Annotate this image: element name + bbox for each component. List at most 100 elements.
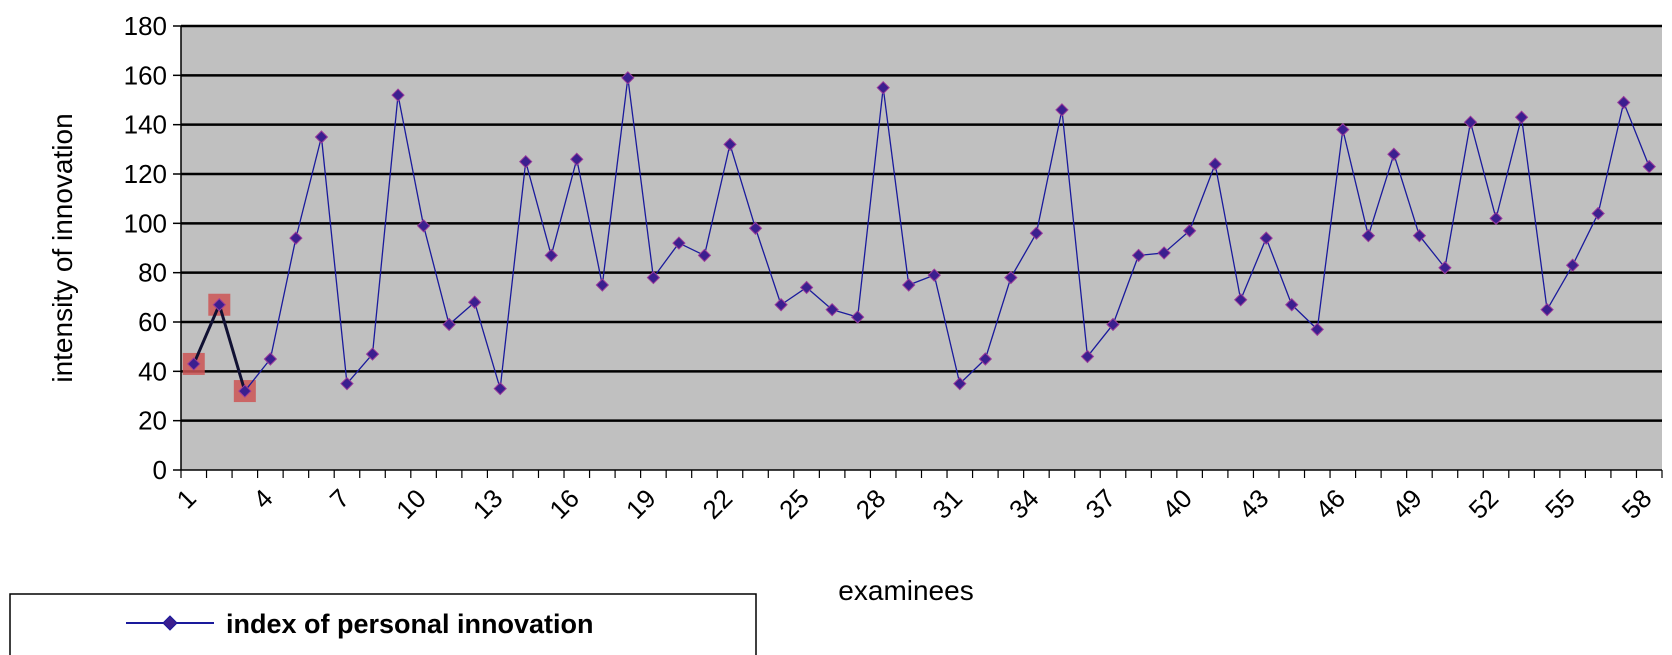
series-segment: [499, 161, 527, 389]
data-point: [1361, 228, 1376, 243]
data-point: [978, 352, 993, 366]
data-point: [902, 278, 916, 292]
data-point: [748, 221, 763, 235]
x-tick-label: 28: [850, 483, 892, 525]
data-point: [416, 219, 431, 233]
y-tick-label: 20: [138, 406, 167, 436]
series-segment: [525, 161, 552, 256]
x-axis-title: examinees: [838, 575, 973, 606]
series-segment: [703, 144, 731, 256]
data-point: [1616, 95, 1631, 110]
series-segment: [192, 304, 221, 365]
x-tick-label: 58: [1616, 483, 1658, 525]
x-tick-label: 16: [543, 483, 585, 525]
series-segment: [397, 94, 425, 226]
series-segment: [371, 95, 399, 355]
y-tick-label: 120: [124, 159, 167, 189]
y-tick-label: 40: [138, 356, 167, 386]
data-point: [238, 384, 252, 398]
data-point: [1004, 270, 1018, 285]
x-tick-label: 34: [1003, 483, 1045, 525]
data-point: [1157, 246, 1171, 260]
data-point: [850, 310, 865, 324]
data-point: [646, 270, 661, 285]
series-segment: [422, 225, 450, 325]
data-point: [774, 298, 788, 312]
series-segment: [1112, 255, 1140, 325]
data-point: [1182, 224, 1197, 238]
series-segment: [1086, 324, 1114, 357]
series-segment: [1265, 237, 1293, 305]
data-point: [1310, 322, 1324, 337]
series-segment: [1572, 213, 1599, 266]
series-segment: [601, 77, 629, 286]
data-point: [1080, 349, 1095, 364]
series-segment: [1163, 230, 1191, 254]
series-segment: [1520, 117, 1548, 310]
series-markers: [187, 71, 1656, 398]
series-segment: [1214, 164, 1242, 300]
gridlines: [181, 24, 1662, 422]
x-tick-label: 55: [1539, 483, 1581, 525]
series-segment: [550, 159, 578, 256]
series-segment: [1444, 122, 1472, 268]
data-point: [263, 352, 278, 366]
series-segment: [1316, 129, 1344, 330]
series-segment: [627, 77, 655, 278]
data-point: [1642, 159, 1656, 174]
data-point: [697, 248, 712, 263]
series-segment: [1240, 237, 1267, 301]
series-segment: [244, 358, 271, 392]
y-tick-label: 180: [124, 11, 167, 41]
data-point: [1412, 228, 1427, 243]
data-point: [493, 381, 507, 396]
data-point: [1565, 258, 1580, 272]
data-point: [340, 376, 354, 391]
data-point: [1438, 261, 1452, 275]
series-lines: [192, 77, 1650, 392]
data-point: [876, 80, 890, 95]
data-point: [825, 302, 839, 317]
series-segment: [1342, 129, 1369, 236]
data-point: [1233, 293, 1248, 307]
series-segment: [959, 358, 986, 385]
data-point: [927, 268, 941, 282]
x-tick-label: 1: [171, 483, 202, 514]
data-point: [799, 280, 814, 295]
legend-entry-label: index of personal innovation: [226, 609, 594, 639]
x-tick-label: 43: [1233, 483, 1275, 525]
series-segment: [1623, 102, 1650, 167]
x-tick-label: 37: [1080, 483, 1122, 525]
data-point: [314, 130, 329, 144]
x-tick-label: 4: [247, 483, 278, 514]
series-segment: [474, 302, 501, 389]
data-point: [365, 347, 380, 361]
data-point: [544, 248, 558, 263]
y-tick-label: 160: [124, 60, 167, 90]
x-tick-label: 7: [324, 483, 355, 514]
data-point: [595, 278, 610, 292]
series-segment: [933, 274, 961, 384]
x-tick-label: 31: [926, 483, 968, 525]
series-segment: [1291, 304, 1318, 330]
series-segment: [1418, 235, 1446, 269]
y-tick-label: 0: [153, 455, 167, 485]
data-point: [1131, 248, 1146, 263]
series-segment: [780, 286, 807, 306]
data-point: [187, 357, 201, 371]
data-point: [289, 231, 303, 245]
data-point: [1029, 226, 1044, 240]
series-segment: [652, 242, 680, 278]
legend: index of personal innovation: [9, 593, 757, 655]
data-point: [467, 295, 482, 309]
data-point: [1055, 103, 1069, 117]
series-segment: [1393, 154, 1421, 236]
data-point: [953, 376, 967, 391]
x-axis: 1 4 7 10 13 16 19 22 25 28 31 34 37 40 43 46 49 52 55 58: [171, 469, 1663, 525]
data-point: [1540, 302, 1554, 317]
legend-marker-sample: [162, 615, 178, 631]
data-point: [1591, 206, 1605, 221]
data-point: [519, 154, 533, 169]
data-point: [570, 152, 584, 166]
